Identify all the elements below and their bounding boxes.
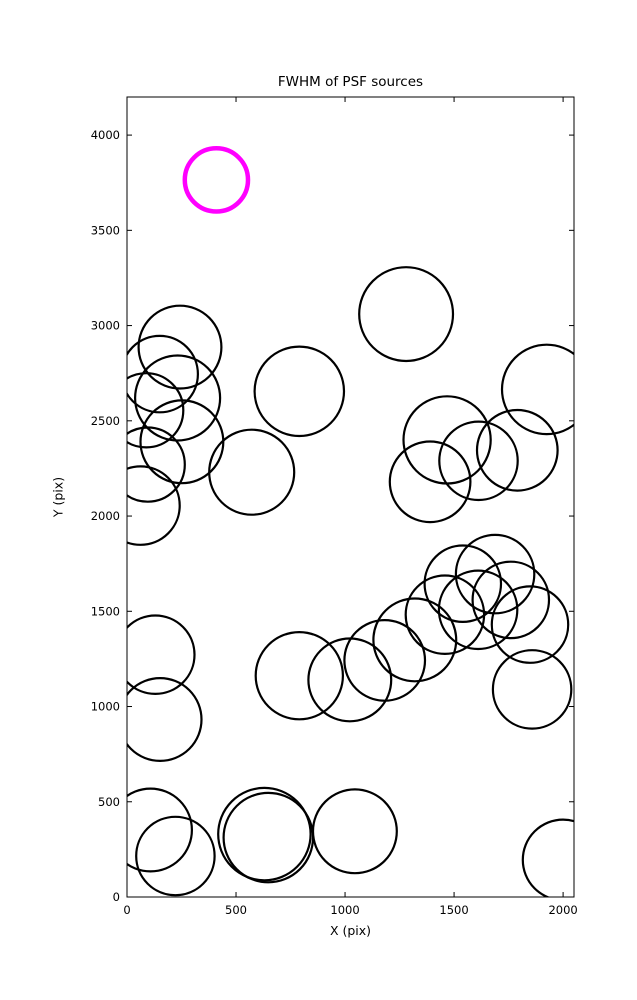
x-tick-label: 1000 [330,903,359,917]
psf-circle [222,791,315,884]
psf-circle [454,533,536,615]
chart-title: FWHM of PSF sources [277,74,424,90]
psf-circle [135,815,216,897]
x-tick-label: 2000 [548,903,577,917]
psf-circles-group [127,146,574,897]
psf-circle [471,560,551,640]
psf-circle [388,440,472,524]
x-tick-label: 0 [123,903,130,917]
y-tick-label: 2500 [91,414,120,428]
y-tick-label: 500 [98,795,120,809]
psf-circle [500,343,574,436]
psf-circle [475,408,559,492]
psf-circle [307,637,393,723]
psf-circle [127,787,193,873]
psf-circle [217,786,312,882]
psf-circle [127,677,203,762]
y-tick-label: 1500 [91,604,120,618]
psf-circle [253,345,346,438]
psf-circle [208,428,296,516]
psf-circle [404,574,486,656]
y-tick-label: 2000 [91,509,120,523]
psf-circle [137,304,223,390]
y-tick-label: 3500 [91,223,120,237]
psf-circle [521,818,574,897]
y-tick-label: 1000 [91,700,120,714]
axes-frame [126,96,575,898]
psf-circle [438,420,519,502]
psf-circle [311,788,398,875]
psf-circle [134,354,222,442]
psf-circle [127,334,199,414]
y-tick-label: 0 [113,890,120,904]
psf-circle [139,399,225,485]
x-axis-label: X (pix) [329,923,372,938]
x-tick-label: 500 [225,903,247,917]
x-tick-label: 1500 [439,903,468,917]
psf-circle [490,585,570,664]
psf-circle [423,544,503,624]
y-tick-label: 4000 [91,128,120,142]
psf-circle [254,631,344,721]
psf-circle [127,372,185,449]
psf-circle-highlight [182,146,251,214]
y-tick-label: 3000 [91,319,120,333]
psf-circle [358,266,455,363]
psf-circle [127,614,196,695]
psf-circle [491,649,573,730]
psf-circle [127,465,181,546]
psf-circle [343,619,427,702]
psf-circle [127,426,186,503]
psf-circle [437,569,519,651]
psf-circle [372,597,458,683]
